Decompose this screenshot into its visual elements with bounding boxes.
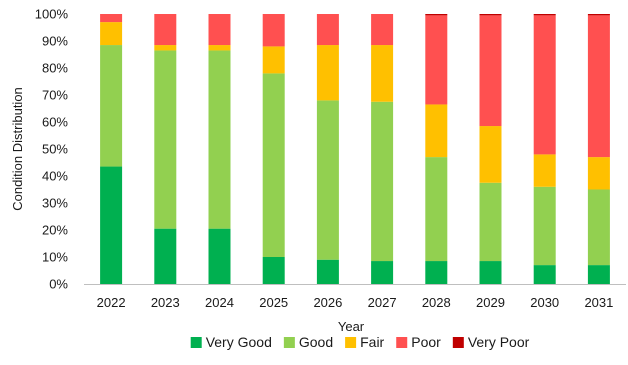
legend-label: Good [299, 334, 333, 350]
bar-segment-very-poor-2031 [587, 14, 610, 16]
bars-group [100, 14, 610, 284]
bar-segment-very-good-2030 [533, 265, 556, 284]
bar-segment-good-2030 [533, 186, 556, 266]
y-axis-title: Condition Distribution [10, 87, 25, 211]
bar-segment-fair-2027 [371, 45, 394, 102]
bar-segment-poor-2030 [533, 15, 556, 155]
bar-segment-good-2023 [154, 50, 177, 229]
bar-segment-very-good-2022 [100, 166, 123, 284]
bar-segment-poor-2023 [154, 14, 177, 46]
bar-segment-good-2031 [587, 189, 610, 266]
bar-segment-good-2028 [425, 157, 448, 262]
x-tick-label: 2025 [259, 295, 288, 310]
bar-segment-good-2024 [208, 50, 231, 229]
legend: Very Good Good Fair Poor Very Poor [190, 334, 530, 350]
bar-segment-poor-2031 [587, 15, 610, 158]
bar-segment-fair-2024 [208, 45, 231, 51]
x-tick-label: 2027 [368, 295, 397, 310]
bar-segment-very-good-2027 [371, 261, 394, 284]
legend-swatch-very-good [190, 337, 202, 348]
x-tick-label: 2031 [584, 295, 613, 310]
bar-segment-poor-2022 [100, 14, 123, 23]
bar-segment-very-poor-2029 [479, 14, 502, 16]
y-tick-label: 30% [42, 196, 68, 211]
bar-segment-very-poor-2028 [425, 14, 448, 16]
y-tick-label: 50% [42, 142, 68, 157]
x-tick-label: 2030 [530, 295, 559, 310]
bar-segment-fair-2031 [587, 157, 610, 190]
bar-segment-poor-2029 [479, 15, 502, 127]
bar-segment-fair-2028 [425, 104, 448, 158]
y-tick-label: 60% [42, 115, 68, 130]
y-tick-labels: 0% 10% 20% 30% 40% 50% 60% 70% 80% 90% 100% [35, 7, 69, 292]
legend-label: Poor [411, 334, 441, 350]
legend-swatch-fair [345, 337, 357, 348]
bar-segment-good-2029 [479, 182, 502, 262]
legend-swatch-poor [396, 337, 408, 348]
y-tick-label: 100% [35, 7, 69, 22]
bar-segment-very-good-2028 [425, 261, 448, 284]
bar-segment-poor-2025 [262, 14, 285, 47]
bar-segment-fair-2026 [316, 45, 339, 101]
bar-segment-fair-2022 [100, 22, 123, 46]
bar-segment-poor-2024 [208, 14, 231, 46]
x-tick-label: 2029 [476, 295, 505, 310]
y-tick-label: 80% [42, 61, 68, 76]
y-tick-label: 40% [42, 169, 68, 184]
y-tick-label: 20% [42, 223, 68, 238]
bar-segment-poor-2026 [316, 14, 339, 46]
bar-segment-poor-2028 [425, 15, 448, 105]
bar-segment-very-good-2026 [316, 259, 339, 284]
legend-label: Fair [360, 334, 384, 350]
bar-segment-very-good-2031 [587, 265, 610, 284]
bar-segment-fair-2030 [533, 154, 556, 187]
x-tick-label: 2022 [97, 295, 126, 310]
bar-segment-good-2027 [371, 101, 394, 262]
bar-segment-fair-2025 [262, 46, 285, 74]
bar-segment-good-2022 [100, 45, 123, 167]
bar-segment-poor-2027 [371, 14, 394, 46]
x-tick-label: 2024 [205, 295, 234, 310]
bar-segment-very-good-2025 [262, 257, 285, 284]
y-tick-label: 70% [42, 88, 68, 103]
legend-label: Very Poor [468, 334, 530, 350]
bar-segment-very-good-2029 [479, 261, 502, 284]
legend-swatch-good [283, 337, 295, 348]
legend-label: Very Good [206, 334, 272, 350]
x-tick-label: 2026 [313, 295, 342, 310]
x-axis-title: Year [338, 319, 365, 334]
y-tick-label: 90% [42, 34, 68, 49]
y-tick-label: 0% [49, 277, 68, 292]
y-tick-label: 10% [42, 250, 68, 265]
bar-segment-very-poor-2030 [533, 14, 556, 16]
bar-segment-fair-2023 [154, 45, 177, 51]
bar-segment-very-good-2023 [154, 228, 177, 284]
x-tick-labels: 2022 2023 2024 2025 2026 2027 2028 2029 2030 2031 [97, 295, 614, 310]
bar-segment-good-2026 [316, 100, 339, 260]
x-tick-label: 2023 [151, 295, 180, 310]
bar-segment-fair-2029 [479, 126, 502, 183]
bar-segment-very-good-2024 [208, 228, 231, 284]
legend-swatch-very-poor [452, 337, 464, 348]
x-tick-label: 2028 [422, 295, 451, 310]
bar-segment-good-2025 [262, 73, 285, 258]
